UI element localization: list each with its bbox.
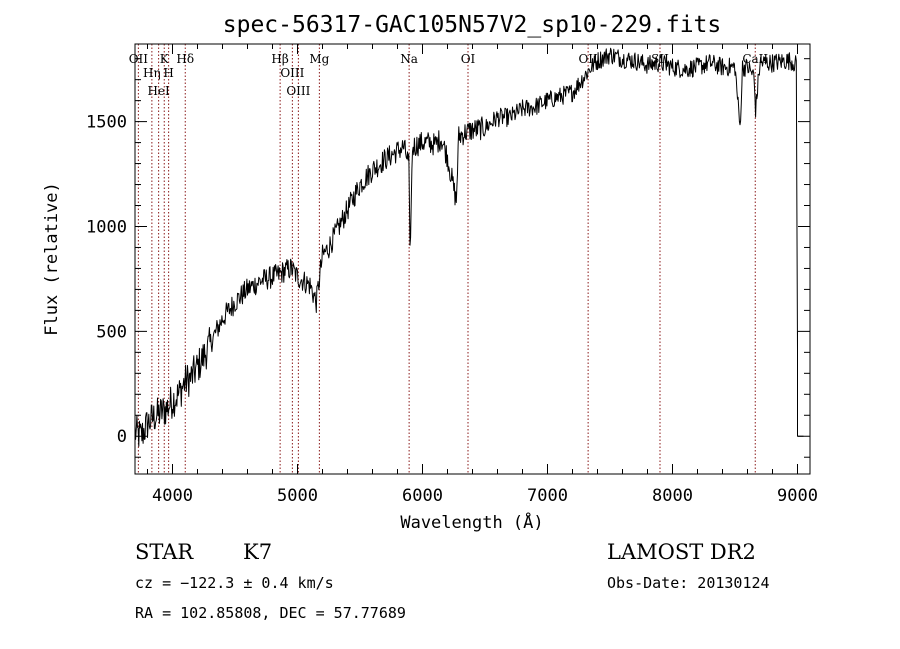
observation-date: Obs-Date: 20130124 bbox=[607, 574, 770, 592]
y-tick-label: 500 bbox=[96, 322, 127, 342]
chart-title: spec-56317-GAC105N57V2_sp10-229.fits bbox=[223, 12, 722, 38]
spectral-line-label: OIII bbox=[286, 84, 310, 98]
x-axis-ticks: 4000 5000 6000 7000 8000 9000 bbox=[147, 44, 818, 506]
coordinates: RA = 102.85808, DEC = 57.77689 bbox=[135, 604, 406, 622]
y-tick-label: 0 bbox=[117, 427, 127, 447]
spectral-line-label: Na bbox=[400, 52, 418, 66]
y-axis-label: Flux (relative) bbox=[42, 182, 62, 336]
survey-name: LAMOST DR2 bbox=[607, 540, 756, 564]
redshift-velocity: cz = −122.3 ± 0.4 km/s bbox=[135, 574, 334, 592]
spectral-line-label: Mg bbox=[309, 52, 329, 66]
spectral-line-label: H bbox=[163, 66, 173, 80]
spectral-line-label: Hδ bbox=[176, 52, 194, 66]
y-tick-label: 1500 bbox=[86, 113, 127, 133]
spectral-line-label: Hβ bbox=[271, 52, 288, 66]
spectral-line-label: OIII bbox=[280, 66, 304, 80]
spectral-line-label: OI bbox=[461, 52, 476, 66]
x-axis-label: Wavelength (Å) bbox=[400, 511, 543, 533]
spectrum-series-line bbox=[134, 47, 804, 447]
object-class: STAR bbox=[135, 540, 194, 564]
x-tick-label: 5000 bbox=[277, 486, 318, 506]
x-tick-label: 7000 bbox=[527, 486, 568, 506]
x-tick-label: 6000 bbox=[402, 486, 443, 506]
plot-frame bbox=[134, 43, 811, 475]
x-tick-label: 4000 bbox=[152, 486, 193, 506]
x-tick-label: 8000 bbox=[652, 486, 693, 506]
spectral-line-label: HeI bbox=[147, 84, 170, 98]
object-subclass: K7 bbox=[243, 540, 272, 564]
y-tick-label: 1000 bbox=[86, 217, 127, 237]
x-tick-label: 9000 bbox=[777, 486, 818, 506]
spectral-line-label: K bbox=[160, 52, 170, 66]
y-axis-ticks: 0 500 1000 1500 bbox=[86, 58, 810, 458]
spectral-line-label: Hη bbox=[143, 66, 161, 80]
